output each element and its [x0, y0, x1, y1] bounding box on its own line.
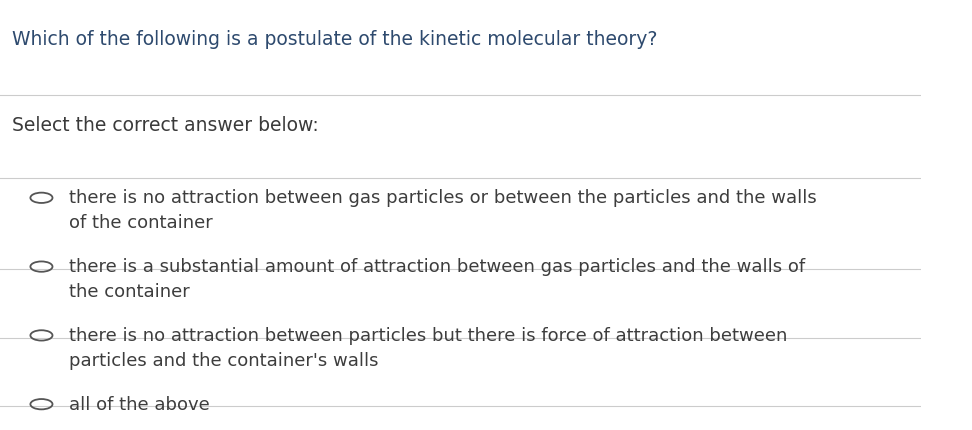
Text: Select the correct answer below:: Select the correct answer below:	[12, 116, 319, 135]
Text: there is no attraction between gas particles or between the particles and the wa: there is no attraction between gas parti…	[69, 189, 816, 232]
Text: there is no attraction between particles but there is force of attraction betwee: there is no attraction between particles…	[69, 327, 787, 370]
Text: there is a substantial amount of attraction between gas particles and the walls : there is a substantial amount of attract…	[69, 258, 805, 301]
Text: Which of the following is a postulate of the kinetic molecular theory?: Which of the following is a postulate of…	[12, 30, 657, 49]
Text: all of the above: all of the above	[69, 396, 210, 414]
